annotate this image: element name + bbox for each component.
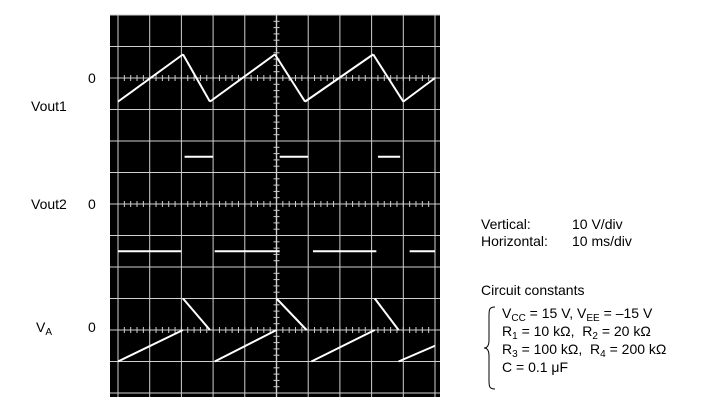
r1-subscript: 1 — [512, 331, 518, 342]
va-subscript: A — [45, 327, 53, 338]
trace-vout1-segment — [182, 53, 211, 103]
curly-brace — [483, 306, 496, 390]
r4-symbol: R — [590, 341, 601, 357]
r3-symbol: R — [502, 341, 513, 357]
horizontal-setting: Horizontal: 10 ms/div — [481, 233, 632, 250]
trace-vout1-segment — [117, 53, 184, 103]
zero-label-vout2: 0 — [88, 196, 96, 212]
resistors-r3-r4: R3 = 100 kΩ, R4 = 200 kΩ — [502, 340, 667, 360]
channel-label-vout1: Vout1 — [31, 98, 67, 114]
capacitor-value: C = 0.1 μF — [502, 359, 569, 375]
trace-vout1-segment — [372, 53, 405, 103]
trace-vout1-segment — [304, 53, 374, 103]
r2-symbol: R — [582, 323, 593, 339]
r1-value: = 10 kΩ, — [517, 323, 583, 339]
trace-va-segment — [310, 329, 376, 363]
trace-va-segment — [182, 297, 211, 331]
channel-label-vout2: Vout2 — [31, 196, 67, 212]
supply-voltages: VCC = 15 V, VEE = –15 V — [502, 304, 666, 324]
r3-value: = 100 kΩ, — [517, 341, 591, 357]
trace-va-segment — [275, 297, 308, 331]
vertical-setting-value: 10 V/div — [572, 216, 623, 232]
trace-va-segment — [117, 329, 184, 363]
vcc-value: = 15 V, — [525, 305, 578, 321]
scope-screen — [110, 15, 440, 397]
horizontal-setting-value: 10 ms/div — [572, 233, 632, 249]
r4-value: = 200 kΩ — [605, 341, 667, 357]
scope-traces — [117, 53, 436, 363]
r2-subscript: 2 — [592, 331, 598, 342]
r3-subscript: 3 — [512, 349, 518, 360]
zero-label-va: 0 — [88, 319, 96, 335]
r4-subscript: 4 — [600, 349, 606, 360]
scale-settings: Vertical: 10 V/div Horizontal: 10 ms/div — [481, 216, 632, 250]
circuit-constants-title: Circuit constants — [481, 282, 585, 298]
vcc-symbol: V — [502, 305, 512, 321]
horizontal-setting-label: Horizontal: — [481, 233, 548, 249]
vee-value: = –15 V — [599, 305, 653, 321]
channel-label-va: VA — [36, 319, 53, 338]
zero-label-vout1: 0 — [88, 70, 96, 86]
circuit-constants-list: VCC = 15 V, VEE = –15 V R1 = 10 kΩ, R2 =… — [502, 304, 666, 376]
trace-va-segment — [214, 329, 277, 363]
trace-va-segment — [373, 297, 400, 331]
trace-vout1-segment — [274, 53, 306, 103]
trace-vout1-segment — [209, 53, 276, 103]
vertical-setting: Vertical: 10 V/div — [481, 216, 632, 233]
r1-symbol: R — [502, 323, 513, 339]
trace-vout1-segment — [402, 77, 436, 103]
resistors-r1-r2: R1 = 10 kΩ, R2 = 20 kΩ — [502, 322, 666, 342]
vee-symbol: V — [577, 305, 587, 321]
va-main: V — [36, 319, 46, 335]
vee-subscript: EE — [586, 313, 600, 324]
r2-value: = 20 kΩ — [597, 323, 651, 339]
vcc-subscript: CC — [511, 313, 526, 324]
vertical-setting-label: Vertical: — [481, 216, 531, 232]
trace-va-segment — [398, 344, 436, 363]
